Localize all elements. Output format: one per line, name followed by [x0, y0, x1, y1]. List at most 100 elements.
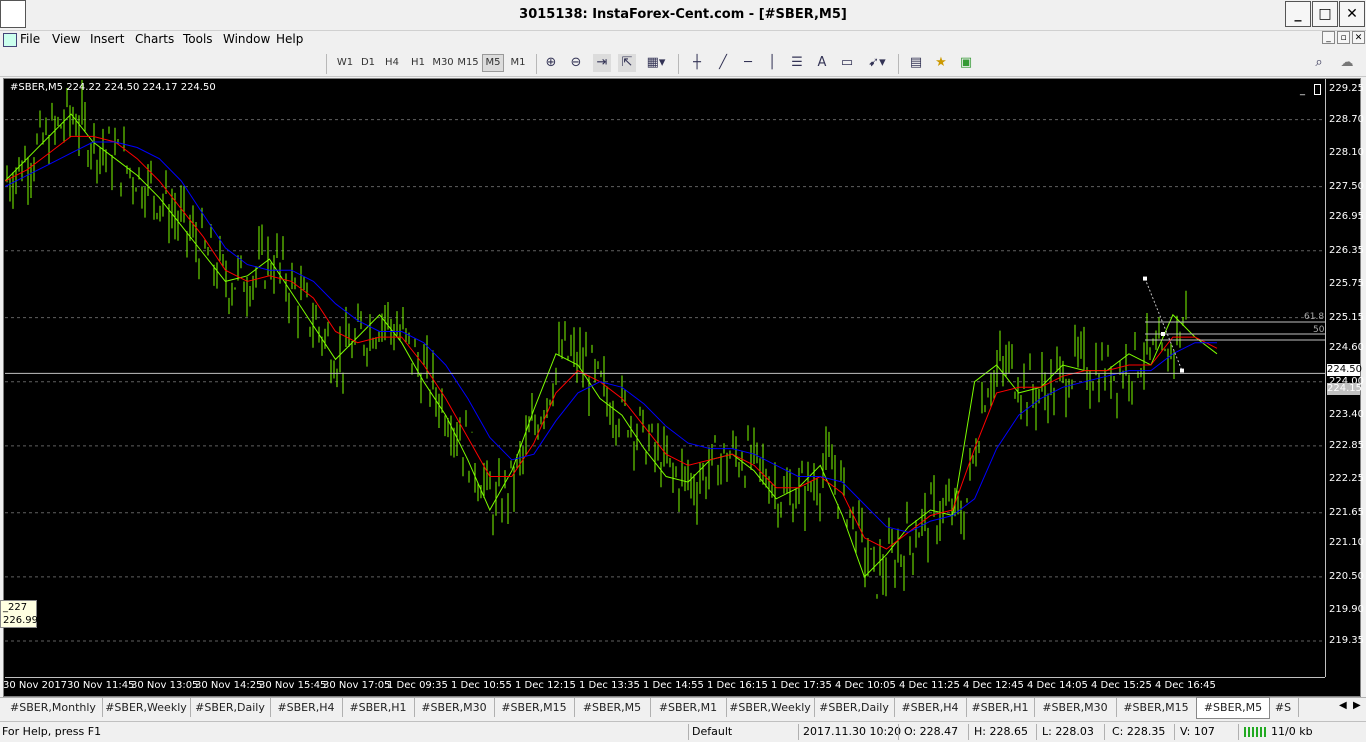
- menu-file[interactable]: File: [20, 32, 41, 46]
- tab-chart[interactable]: #SBER,M15: [494, 698, 575, 717]
- tab-scroll-left-icon[interactable]: ◀: [1339, 700, 1347, 711]
- menu-tools[interactable]: Tools: [183, 32, 213, 46]
- menu-window[interactable]: Window: [223, 32, 271, 46]
- tab-chart[interactable]: #SBER,Weekly: [726, 698, 815, 717]
- tab-chart[interactable]: #SBER,Weekly: [102, 698, 191, 717]
- tf-m1[interactable]: M1: [510, 57, 526, 68]
- tab-chart[interactable]: #SBER,H4: [270, 698, 343, 717]
- crosshair-icon[interactable]: ┼: [693, 55, 701, 70]
- chat-icon[interactable]: ☁: [1340, 55, 1354, 70]
- price-tick-label: 219.90: [1329, 604, 1364, 616]
- mdi-restore-icon[interactable]: ▫: [1337, 31, 1350, 44]
- price-chart[interactable]: [5, 79, 1325, 677]
- status-separator: [1036, 724, 1037, 740]
- arrows-icon[interactable]: ➹▾: [868, 55, 886, 70]
- time-tick-label: 4 Dec 15:25: [1091, 680, 1152, 691]
- menu-help[interactable]: Help: [276, 32, 304, 46]
- connection-bars-icon: [1244, 727, 1266, 737]
- tab-chart[interactable]: #SBER,M5: [1196, 697, 1270, 719]
- price-tick-label: 221.10: [1329, 537, 1364, 549]
- menu-bar: File View Insert Charts Tools Window Hel…: [0, 30, 1366, 50]
- toolbar-separator: [678, 54, 679, 74]
- zoom-in-icon[interactable]: ⊕: [545, 55, 557, 70]
- fibo-anchor-point[interactable]: [1143, 276, 1147, 281]
- toolbar-separator: [536, 54, 537, 74]
- price-tick-label: 224.00: [1329, 375, 1364, 387]
- time-tick-label: 1 Dec 17:35: [771, 680, 832, 691]
- tab-chart[interactable]: #SBER,M1: [650, 698, 727, 717]
- tab-chart[interactable]: #SBER,Daily: [814, 698, 895, 717]
- price-tooltip: _227 226.99: [0, 600, 38, 628]
- chart-maximize-icon[interactable]: [1314, 84, 1321, 95]
- level-price-tag: 224.15: [1327, 383, 1362, 395]
- app-icon[interactable]: [0, 0, 26, 28]
- search-icon[interactable]: ⌕: [1315, 55, 1323, 70]
- fibo-anchor-point[interactable]: [1161, 332, 1165, 336]
- hline-icon[interactable]: ─: [744, 55, 752, 70]
- time-tick-label: 1 Dec 13:35: [579, 680, 640, 691]
- vline-icon[interactable]: │: [768, 55, 776, 70]
- menu-view[interactable]: View: [52, 32, 81, 46]
- status-separator: [898, 724, 899, 740]
- time-tick-label: 30 Nov 17:05: [323, 680, 391, 691]
- tab-chart[interactable]: #SBER,M30: [414, 698, 495, 717]
- time-tick-label: 4 Dec 12:45: [963, 680, 1024, 691]
- favorites-icon[interactable]: ★: [935, 55, 947, 70]
- minimize-icon[interactable]: _: [1285, 1, 1311, 27]
- fibo-icon[interactable]: ☰: [791, 55, 803, 70]
- chart-minimize-icon[interactable]: _: [1300, 85, 1305, 96]
- tab-chart[interactable]: #SBER,H4: [894, 698, 967, 717]
- tab-chart[interactable]: #S: [1268, 698, 1299, 717]
- tab-chart[interactable]: #SBER,M5: [574, 698, 651, 717]
- price-tick-label: 220.50: [1329, 570, 1364, 582]
- time-tick-label: 30 Nov 13:05: [131, 680, 199, 691]
- zoom-out-icon[interactable]: ⊖: [570, 55, 582, 70]
- tab-chart[interactable]: #SBER,M15: [1116, 698, 1197, 717]
- time-tick-label: 1 Dec 16:15: [707, 680, 768, 691]
- chart-window[interactable]: [3, 78, 1361, 697]
- close-icon[interactable]: ✕: [1339, 1, 1365, 27]
- mdi-minimize-icon[interactable]: _: [1322, 31, 1335, 44]
- tf-h4[interactable]: H4: [385, 57, 399, 68]
- time-tick-label: 1 Dec 14:55: [643, 680, 704, 691]
- time-axis[interactable]: 30 Nov 2017 30 Nov 11:45 30 Nov 13:05 30 No…: [3, 677, 1325, 697]
- autoscroll-icon[interactable]: ⇱: [618, 54, 636, 72]
- tooltip-line-2: 226.99: [3, 615, 38, 626]
- price-tick-label: 227.50: [1329, 180, 1364, 192]
- title-bar: 3015138: InstaForex-Cent.com - [#SBER,M5…: [0, 0, 1366, 31]
- tab-scroll-right-icon[interactable]: ▶: [1353, 700, 1361, 711]
- price-tick-label: 226.95: [1329, 211, 1364, 223]
- tf-m5[interactable]: M5: [482, 54, 504, 72]
- fibo-anchor-point[interactable]: [1180, 368, 1184, 373]
- menu-charts[interactable]: Charts: [135, 32, 175, 46]
- tf-h1[interactable]: H1: [411, 57, 425, 68]
- tf-d1[interactable]: D1: [360, 57, 376, 68]
- time-tick-label: 30 Nov 2017: [3, 680, 68, 691]
- time-tick-label: 4 Dec 16:45: [1155, 680, 1216, 691]
- status-profile[interactable]: Default: [692, 725, 733, 738]
- tf-m15[interactable]: M15: [457, 57, 479, 68]
- fibo-trend-line[interactable]: [1144, 278, 1183, 371]
- maximize-icon[interactable]: □: [1312, 1, 1338, 27]
- tab-chart[interactable]: #SBER,M30: [1034, 698, 1117, 717]
- tab-chart[interactable]: #SBER,Monthly: [4, 698, 103, 717]
- chart-shift-icon[interactable]: ⇥: [593, 54, 611, 72]
- strategy-icon[interactable]: ▣: [959, 55, 973, 70]
- ma-fast-line: [5, 113, 1218, 578]
- tab-chart[interactable]: #SBER,Daily: [190, 698, 271, 717]
- templates-icon[interactable]: ▦▾: [646, 55, 666, 70]
- navigator-icon[interactable]: ▤: [909, 55, 923, 70]
- tab-chart[interactable]: #SBER,H1: [342, 698, 415, 717]
- menu-insert[interactable]: Insert: [90, 32, 125, 46]
- tab-chart[interactable]: #SBER,H1: [966, 698, 1035, 717]
- tf-m30[interactable]: M30: [432, 57, 454, 68]
- toolbar-separator: [898, 54, 899, 74]
- status-separator: [1174, 724, 1175, 740]
- price-axis[interactable]: 229.25 228.70 228.10 227.50 226.95 226.35 225.…: [1325, 79, 1364, 677]
- label-icon[interactable]: ▭: [840, 55, 854, 70]
- tf-w1[interactable]: W1: [336, 57, 354, 68]
- text-icon[interactable]: A: [817, 55, 827, 70]
- mdi-close-icon[interactable]: ✕: [1352, 31, 1365, 44]
- price-tick-label: 228.70: [1329, 113, 1364, 125]
- trendline-icon[interactable]: ╱: [719, 55, 727, 70]
